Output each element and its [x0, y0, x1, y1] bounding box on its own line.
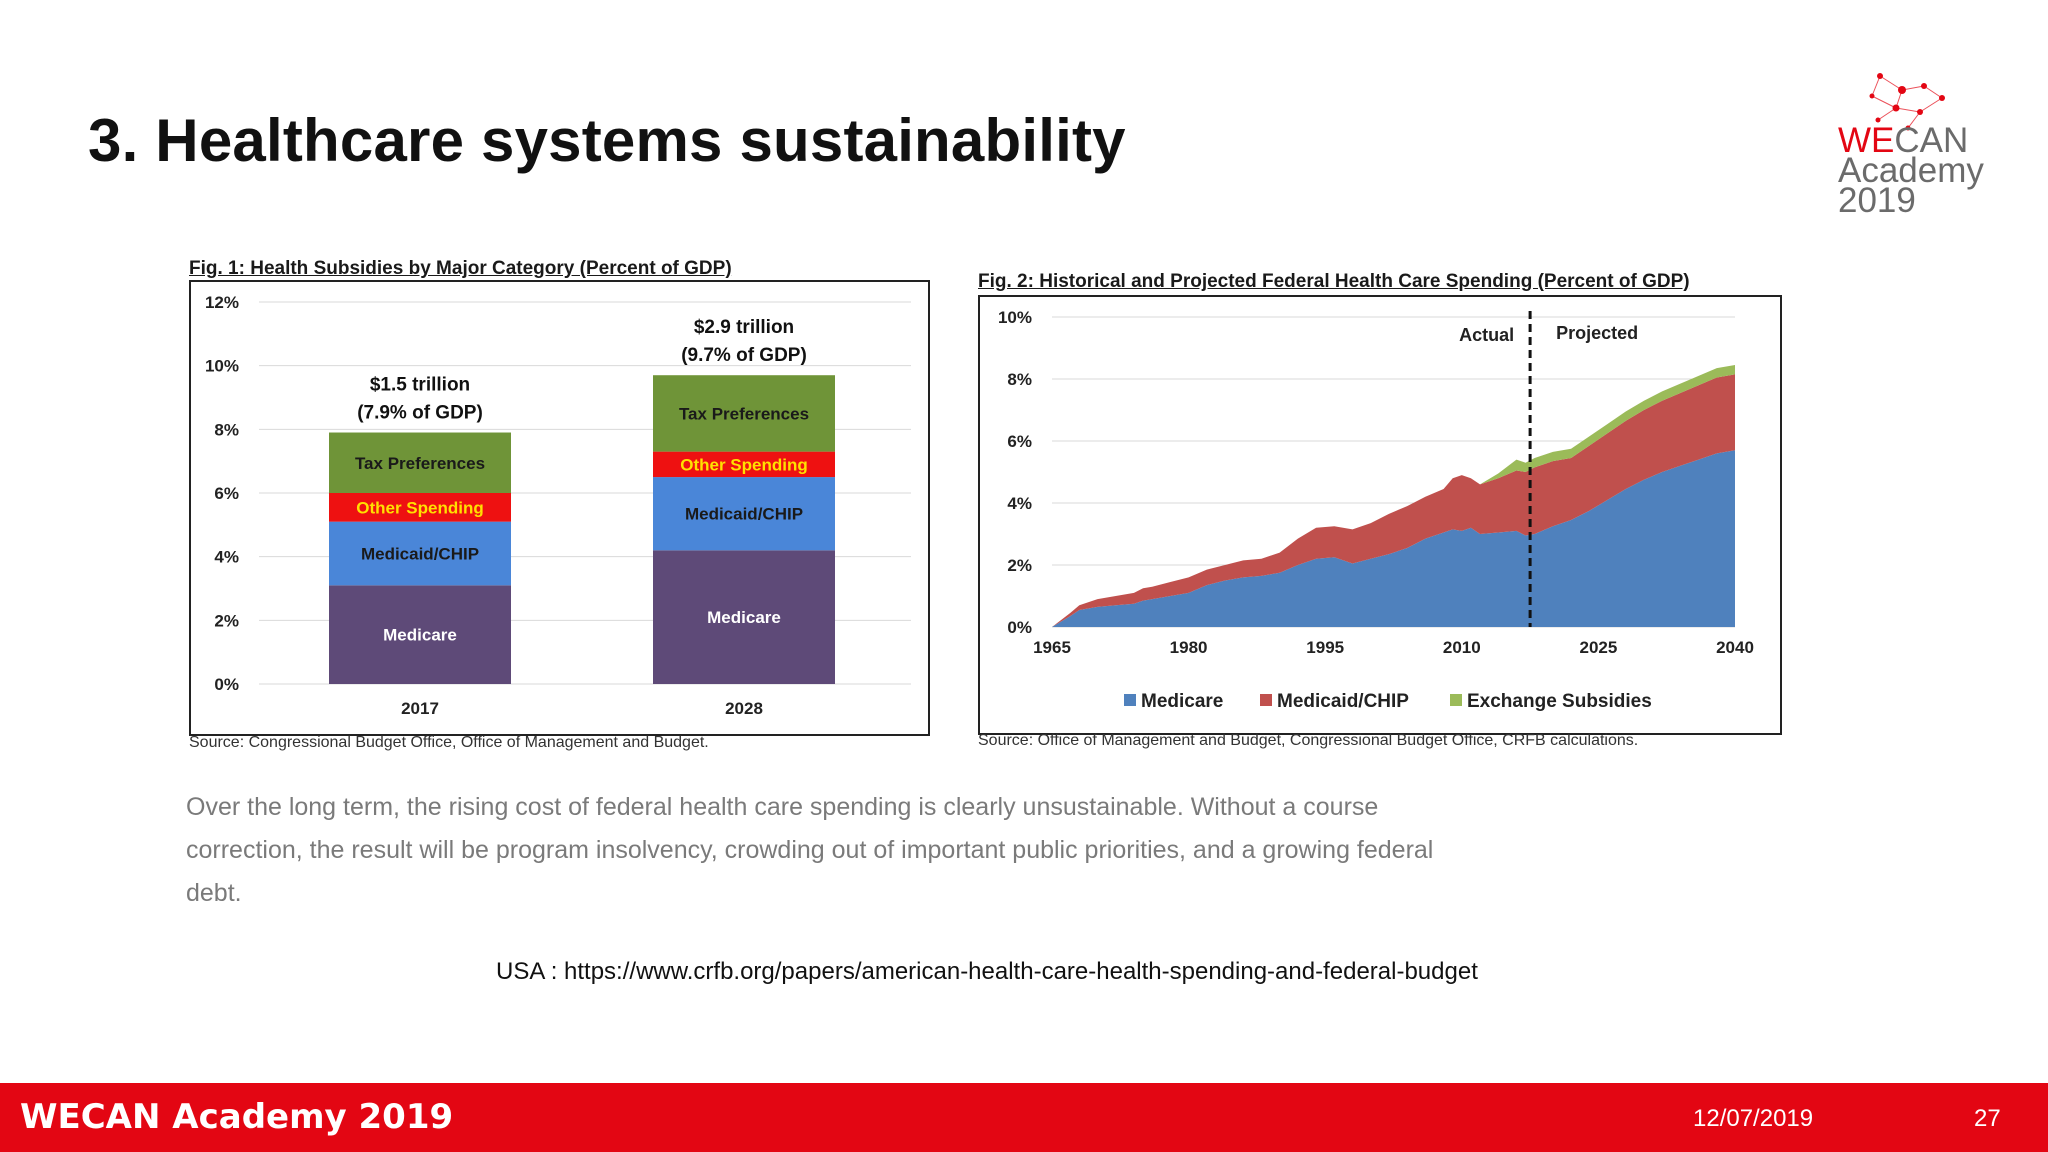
fig2-ytick-label: 8%	[1007, 370, 1032, 389]
footer-date: 12/07/2019	[1693, 1105, 1814, 1132]
fig2-xtick-label: 1980	[1170, 638, 1208, 657]
fig1-ytick-label: 2%	[214, 611, 239, 630]
fig1-bar-segment	[653, 375, 835, 452]
fig1-ytick-label: 0%	[214, 675, 239, 694]
logo-can: CAN	[1894, 121, 1969, 160]
fig2-ytick-label: 4%	[1007, 494, 1032, 513]
logo-academy: Academy	[1838, 151, 1984, 190]
fig2-xtick-label: 1995	[1306, 638, 1344, 657]
fig2-chart: 0% 2% 4% 6% 8% 10% 1965 1980 1995 2010 2025 2040 Act…	[998, 308, 1754, 712]
fig2-ytick-label: 6%	[1007, 432, 1032, 451]
fig2-xtick-label: 2040	[1716, 638, 1754, 657]
fig1-bar-segment	[329, 521, 511, 586]
fig1-ytick-label: 4%	[214, 548, 239, 567]
fig1-bar-segment	[653, 451, 835, 478]
logo-we: WE	[1838, 121, 1895, 160]
source-url[interactable]: USA : https://www.crfb.org/papers/americ…	[496, 958, 1478, 985]
fig1-ytick-label: 8%	[214, 420, 239, 439]
fig1-total-label: $1.5 trillion	[370, 375, 470, 396]
fig2-source: Source: Office of Management and Budget,…	[978, 732, 1639, 749]
fig2-legend-label: Medicare	[1141, 691, 1223, 712]
fig2-legend-swatch	[1260, 694, 1272, 706]
fig1-segment-label: Medicaid/CHIP	[361, 544, 479, 563]
fig1-segment-label: Other Spending	[356, 498, 484, 517]
fig1-chart: 0% 2% 4% 6% 8% 10% 12% Medicare Medicaid/CHIP Oth…	[205, 293, 911, 718]
fig2-title: Fig. 2: Historical and Projected Federal…	[978, 271, 1690, 292]
logo-year: 2019	[1838, 181, 1916, 220]
fig1-ytick-label: 6%	[214, 484, 239, 503]
fig1-total-label: (7.9% of GDP)	[357, 403, 483, 424]
fig1-bar-segment	[653, 550, 835, 684]
fig2-ytick-label: 0%	[1007, 618, 1032, 637]
fig1-ytick-label: 10%	[205, 357, 239, 376]
fig1-total-label: $2.9 trillion	[694, 317, 794, 338]
fig1-segment-label: Medicaid/CHIP	[685, 505, 803, 524]
fig1-total-label: (9.7% of GDP)	[681, 345, 807, 366]
footer-brand: WECAN Academy 2019	[20, 1097, 454, 1137]
fig1-segment-label: Other Spending	[680, 455, 808, 474]
fig1-title: Fig. 1: Health Subsidies by Major Catego…	[189, 258, 732, 279]
fig1-frame: 0% 2% 4% 6% 8% 10% 12% Medicare Medicaid/CHIP Oth…	[189, 280, 930, 736]
fig1-source: Source: Congressional Budget Office, Off…	[189, 734, 709, 751]
fig2-legend-swatch	[1124, 694, 1136, 706]
fig1-segment-label: Tax Preferences	[679, 404, 809, 423]
wecan-academy-logo: WECAN Academy 2019	[1832, 60, 1984, 230]
fig1-bar-segment	[329, 432, 511, 493]
slide-title: 3. Healthcare systems sustainability	[88, 107, 1126, 174]
fig1-segment-label: Medicare	[383, 626, 457, 645]
network-icon	[1869, 73, 1945, 131]
fig2-frame: 0% 2% 4% 6% 8% 10% 1965 1980 1995 2010 2025 2040 Act…	[978, 295, 1782, 735]
footer-bar: WECAN Academy 2019 12/07/2019 27	[0, 1083, 2048, 1152]
fig1-segment-label: Medicare	[707, 608, 781, 627]
fig2-projected-label: Projected	[1556, 323, 1638, 343]
fig2-xtick-label: 2025	[1579, 638, 1617, 657]
fig1-bar-segment	[329, 585, 511, 684]
fig2-actual-label: Actual	[1459, 325, 1514, 345]
fig2-xtick-label: 2010	[1443, 638, 1481, 657]
fig1-bar-segment	[653, 477, 835, 551]
fig2-ytick-label: 10%	[998, 308, 1032, 327]
fig1-bar-segment	[329, 493, 511, 522]
fig1-category-label: 2017	[401, 699, 439, 718]
fig2-xtick-label: 1965	[1033, 638, 1071, 657]
fig2-area-medicare	[1052, 450, 1735, 627]
fig1-category-label: 2028	[725, 699, 763, 718]
fig1-segment-label: Tax Preferences	[355, 454, 485, 473]
fig2-legend-label: Medicaid/CHIP	[1277, 691, 1409, 712]
fig1-ytick-label: 12%	[205, 293, 239, 312]
fig2-area-exchange-subsidies	[1052, 365, 1735, 627]
fig2-legend-swatch	[1450, 694, 1462, 706]
quote-text: Over the long term, the rising cost of f…	[186, 793, 1434, 907]
logo-text: WECAN Academy 2019	[1838, 123, 1988, 218]
fig2-area-medicaid-chip	[1052, 374, 1735, 627]
fig2-ytick-label: 2%	[1007, 556, 1032, 575]
page-number: 27	[1974, 1105, 2001, 1132]
fig2-legend-label: Exchange Subsidies	[1467, 691, 1652, 712]
